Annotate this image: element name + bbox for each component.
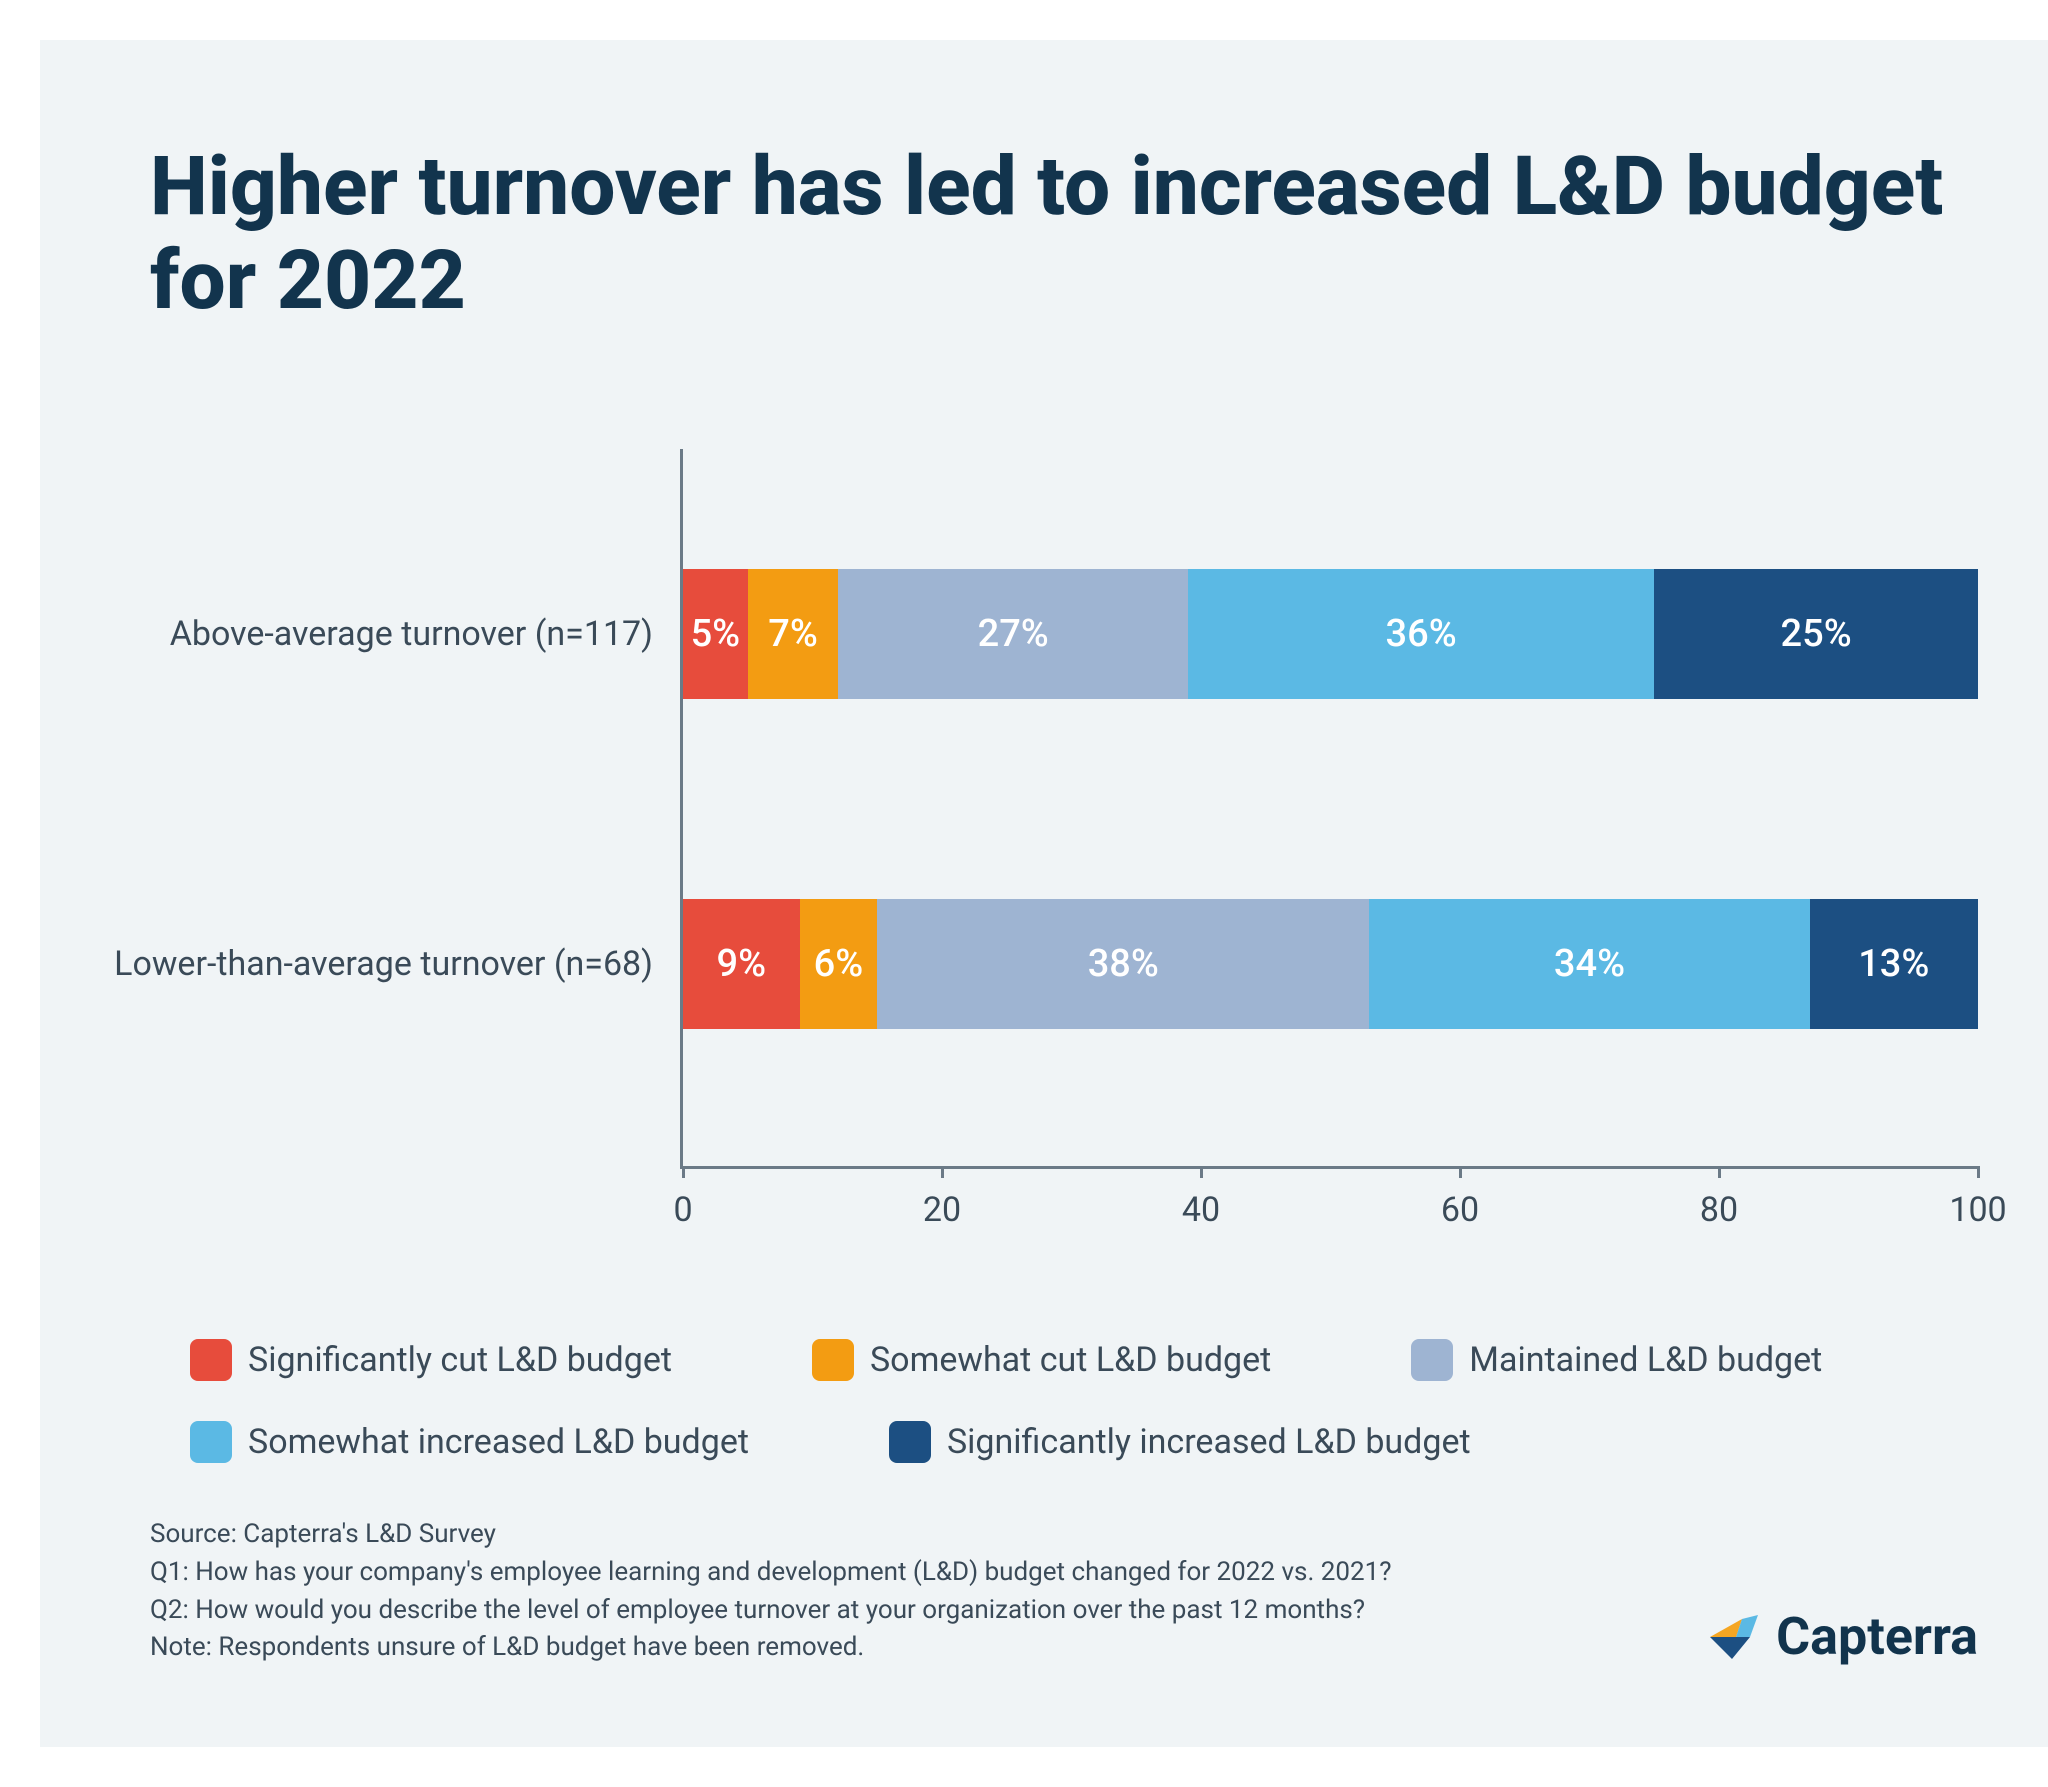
x-axis-ticks: 020406080100	[683, 1166, 1978, 1178]
x-tick-label: 40	[1182, 1190, 1220, 1230]
x-tick-label: 20	[923, 1190, 961, 1230]
legend-swatch	[190, 1421, 232, 1463]
legend-swatch	[1411, 1339, 1453, 1381]
bar-segment: 38%	[877, 899, 1369, 1029]
chart-area: Above-average turnover (n=117) 5%7%27%36…	[150, 449, 1978, 1269]
stacked-bar: 5%7%27%36%25%	[683, 569, 1978, 699]
x-tick	[941, 1166, 944, 1178]
bar-segment: 6%	[800, 899, 878, 1029]
footnote-source: Source: Capterra's L&D Survey	[150, 1516, 1392, 1554]
x-tick	[1718, 1166, 1721, 1178]
bar-segment: 27%	[838, 569, 1188, 699]
category-label: Above-average turnover (n=117)	[170, 614, 683, 654]
bar-segment: 5%	[683, 569, 748, 699]
bar-segment: 36%	[1188, 569, 1654, 699]
legend-swatch	[190, 1339, 232, 1381]
legend-item: Maintained L&D budget	[1411, 1339, 1822, 1381]
legend-item: Somewhat cut L&D budget	[812, 1339, 1271, 1381]
stacked-bar: 9%6%38%34%13%	[683, 899, 1978, 1029]
footnote-note: Note: Respondents unsure of L&D budget h…	[150, 1629, 1392, 1667]
legend-item: Significantly increased L&D budget	[889, 1421, 1471, 1463]
legend-label: Significantly increased L&D budget	[947, 1422, 1471, 1462]
legend-swatch	[889, 1421, 931, 1463]
footnote-q2: Q2: How would you describe the level of …	[150, 1592, 1392, 1630]
legend-swatch	[812, 1339, 854, 1381]
plot-region: Above-average turnover (n=117) 5%7%27%36…	[680, 449, 1978, 1169]
legend-item: Somewhat increased L&D budget	[190, 1421, 749, 1463]
capterra-arrow-icon	[1702, 1607, 1762, 1667]
legend-item: Significantly cut L&D budget	[190, 1339, 672, 1381]
legend-label: Somewhat increased L&D budget	[248, 1422, 749, 1462]
x-tick-label: 100	[1949, 1190, 2006, 1230]
legend: Significantly cut L&D budget Somewhat cut…	[190, 1339, 1978, 1463]
bar-segment: 13%	[1810, 899, 1978, 1029]
legend-label: Significantly cut L&D budget	[248, 1340, 672, 1380]
legend-label: Somewhat cut L&D budget	[870, 1340, 1271, 1380]
chart-card: Higher turnover has led to increased L&D…	[40, 40, 2048, 1747]
category-label: Lower-than-average turnover (n=68)	[114, 944, 683, 984]
bar-row: Above-average turnover (n=117) 5%7%27%36…	[683, 569, 1978, 699]
logo-text: Capterra	[1776, 1606, 1978, 1667]
bar-segment: 34%	[1369, 899, 1809, 1029]
x-tick	[1459, 1166, 1462, 1178]
bar-segment: 25%	[1654, 569, 1978, 699]
x-tick-label: 0	[673, 1190, 692, 1230]
bar-segment: 7%	[748, 569, 839, 699]
x-tick	[1977, 1166, 1980, 1178]
footnote-q1: Q1: How has your company's employee lear…	[150, 1554, 1392, 1592]
x-tick	[1200, 1166, 1203, 1178]
bar-segment: 9%	[683, 899, 800, 1029]
x-tick-label: 80	[1700, 1190, 1738, 1230]
capterra-logo: Capterra	[1702, 1606, 1978, 1667]
chart-title: Higher turnover has led to increased L&D…	[150, 140, 1978, 329]
footnotes: Source: Capterra's L&D Survey Q1: How ha…	[150, 1516, 1392, 1667]
bar-row: Lower-than-average turnover (n=68) 9%6%3…	[683, 899, 1978, 1029]
legend-label: Maintained L&D budget	[1469, 1340, 1822, 1380]
x-tick-label: 60	[1441, 1190, 1479, 1230]
footer: Source: Capterra's L&D Survey Q1: How ha…	[150, 1516, 1978, 1667]
x-tick	[682, 1166, 685, 1178]
